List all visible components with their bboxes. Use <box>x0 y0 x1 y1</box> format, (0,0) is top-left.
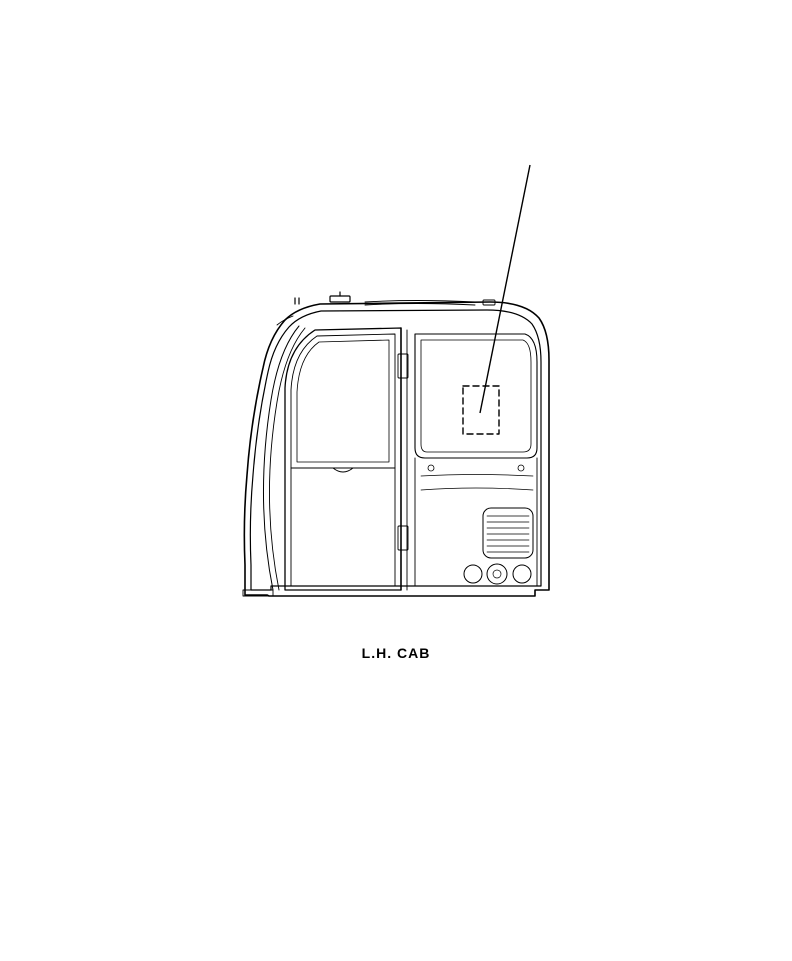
figure-caption: L.H. CAB <box>0 645 792 661</box>
page: L.H. CAB <box>0 0 792 961</box>
cab-illustration <box>225 290 555 620</box>
decal-location <box>463 386 499 434</box>
